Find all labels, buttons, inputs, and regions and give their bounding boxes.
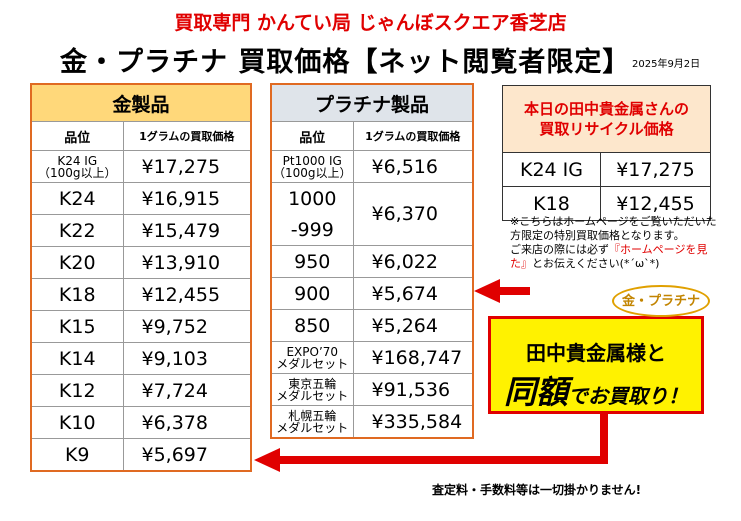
price-cell: ¥335,584 xyxy=(352,405,474,439)
table-row: K9 ¥5,697 xyxy=(30,438,252,472)
table-row: K24 IG ¥17,275 xyxy=(502,152,711,187)
grade-cell: K9 xyxy=(30,438,124,472)
grade-cell: K20 xyxy=(30,246,124,279)
grade-cell: K10 xyxy=(30,406,124,439)
date-label: 2025年9月2日 xyxy=(632,59,701,70)
gold-price-table: 金製品 品位 1グラムの買取価格 K24 IG （100g以上） ¥17,275 … xyxy=(30,83,252,472)
table-row: K24 ¥16,915 xyxy=(30,182,252,215)
store-name: 買取専門 かんてい局 じゃんぼスクエア香芝店 xyxy=(174,12,567,34)
tanaka-box-title: 本日の田中貴金属さんの 買取リサイクル価格 xyxy=(502,85,711,153)
grade-cell: K12 xyxy=(30,374,124,407)
price-cell: ¥9,752 xyxy=(122,310,252,343)
table-row: -999 xyxy=(270,214,473,246)
price-cell: ¥5,674 xyxy=(352,277,474,310)
platinum-col-price: 1グラムの買取価格 xyxy=(352,121,474,151)
platinum-table-title: プラチナ製品 xyxy=(270,83,474,122)
grade-cell: K15 xyxy=(30,310,124,343)
table-row: 東京五輪 メダルセット ¥91,536 xyxy=(270,373,474,406)
footer-note: 査定料・手数料等は一切掛かりません! xyxy=(432,483,642,497)
tanaka-price-box: 本日の田中貴金属さんの 買取リサイクル価格 K24 IG ¥17,275 K18 ¥1… xyxy=(502,85,711,221)
arrow-to-gold xyxy=(254,414,608,472)
price-cell: ¥17,275 xyxy=(122,150,252,183)
price-cell: ¥16,915 xyxy=(122,182,252,215)
grade-cell: Pt1000 IG （100g以上） xyxy=(270,150,354,183)
price-cell: ¥5,697 xyxy=(122,438,252,472)
platinum-col-grade: 品位 xyxy=(270,121,354,151)
grade-cell: K18 xyxy=(30,278,124,311)
price-cell: ¥6,022 xyxy=(352,245,474,278)
table-row: Pt1000 IG （100g以上） ¥6,516 xyxy=(270,150,474,183)
table-row: K18 ¥12,455 xyxy=(502,186,711,221)
table-row: K22 ¥15,479 xyxy=(30,214,252,247)
price-cell: ¥12,455 xyxy=(600,186,711,221)
price-cell: ¥17,275 xyxy=(600,152,711,187)
grade-cell: 札幌五輪 メダルセット xyxy=(270,405,354,439)
callout-line2: 同額でお買取り！ xyxy=(503,373,688,411)
table-row: 札幌五輪 メダルセット ¥335,584 xyxy=(270,405,474,439)
table-row: 1000 ¥6,370 xyxy=(270,182,474,246)
table-row: K18 ¥12,455 xyxy=(30,278,252,311)
platinum-price-table: プラチナ製品 品位 1グラムの買取価格 Pt1000 IG （100g以上） ¥6… xyxy=(270,83,474,439)
gold-platinum-bubble: 金・プラチナ xyxy=(612,285,710,317)
table-row: 850 ¥5,264 xyxy=(270,309,474,342)
callout-line1: 田中貴金属様と xyxy=(526,341,666,365)
price-cell: ¥91,536 xyxy=(352,373,474,406)
grade-cell: EXPO’70 メダルセット xyxy=(270,341,354,374)
grade-cell: K18 xyxy=(502,186,601,221)
grade-cell: K24 IG （100g以上） xyxy=(30,150,124,183)
gold-col-price: 1グラムの買取価格 xyxy=(122,121,252,151)
grade-cell: K24 IG xyxy=(502,152,601,187)
table-row: 900 ¥5,674 xyxy=(270,277,474,310)
special-price-note: ※こちらはホームページをご覧いただいた方限定の特別買取価格となります。 ご来店の… xyxy=(510,215,717,270)
table-row: 950 ¥6,022 xyxy=(270,245,474,278)
grade-cell: 東京五輪 メダルセット xyxy=(270,373,354,406)
price-cell: ¥6,378 xyxy=(122,406,252,439)
grade-cell: K14 xyxy=(30,342,124,375)
price-cell: ¥5,264 xyxy=(352,309,474,342)
price-cell: ¥6,370 xyxy=(352,182,474,246)
grade-cell: 950 xyxy=(270,245,354,278)
grade-cell: K22 xyxy=(30,214,124,247)
table-row: K24 IG （100g以上） ¥17,275 xyxy=(30,150,252,183)
grade-cell: K24 xyxy=(30,182,124,215)
grade-cell: 1000 xyxy=(270,182,354,214)
table-row: K15 ¥9,752 xyxy=(30,310,252,343)
page-title: 金・プラチナ 買取価格【ネット閲覧者限定】 xyxy=(60,47,631,78)
grade-cell: -999 xyxy=(270,214,354,246)
same-price-callout: 田中貴金属様と 同額でお買取り！ xyxy=(488,316,704,414)
table-row: K20 ¥13,910 xyxy=(30,246,252,279)
price-cell: ¥13,910 xyxy=(122,246,252,279)
price-cell: ¥7,724 xyxy=(122,374,252,407)
table-row: K10 ¥6,378 xyxy=(30,406,252,439)
price-cell: ¥6,516 xyxy=(352,150,474,183)
table-row: K12 ¥7,724 xyxy=(30,374,252,407)
price-cell: ¥9,103 xyxy=(122,342,252,375)
table-row: K14 ¥9,103 xyxy=(30,342,252,375)
arrow-to-platinum xyxy=(474,279,530,303)
